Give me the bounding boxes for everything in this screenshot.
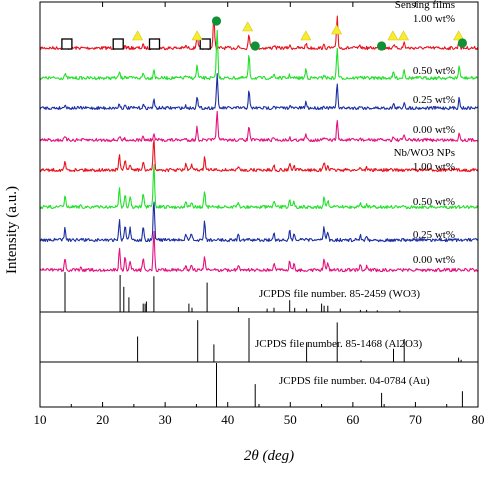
x-tick-label: 60	[346, 412, 359, 427]
series-line	[39, 73, 479, 111]
marker-square	[148, 38, 161, 50]
x-tick-label: 20	[96, 412, 109, 427]
reference-label: JCPDS file number. 85-2459 (WO3)	[259, 288, 420, 300]
series-label: 0.00 wt%	[413, 254, 455, 266]
marker-square	[61, 38, 73, 50]
series-label: Nb/WO3 NPs	[394, 147, 455, 159]
marker-circle	[377, 41, 387, 51]
series-line	[39, 230, 479, 273]
x-axis-label: 2θ (deg)	[244, 448, 294, 464]
series-line	[40, 139, 479, 173]
x-tick-label: 50	[284, 412, 297, 427]
y-axis-label: Intensity (a.u.)	[4, 186, 20, 274]
series-label: 0.25 wt%	[413, 94, 455, 106]
series-line	[39, 201, 479, 243]
series-label: 0.00 wt%	[413, 124, 455, 136]
marker-circle	[250, 41, 260, 51]
marker-triangle	[300, 30, 312, 41]
series-line	[39, 110, 479, 143]
marker-triangle	[331, 24, 343, 35]
series-label: Sensing films	[395, 0, 455, 11]
x-tick-label: 30	[159, 412, 172, 427]
marker-square	[199, 38, 211, 50]
series-line	[39, 29, 478, 81]
x-tick-label: 10	[34, 412, 47, 427]
series-label: 0.50 wt%	[413, 196, 455, 208]
x-tick-label: 40	[221, 412, 234, 427]
marker-triangle	[397, 30, 410, 41]
marker-triangle	[191, 30, 203, 41]
series-label: 1.00 wt%	[413, 13, 455, 25]
x-tick-label: 80	[472, 412, 485, 427]
reference-label: JCPDS file number. 04-0784 (Au)	[279, 375, 430, 387]
x-tick-label: 70	[409, 412, 422, 427]
marker-triangle	[132, 30, 144, 41]
marker-circle	[211, 16, 222, 26]
series-label: 0.25 wt%	[413, 229, 455, 241]
marker-triangle	[242, 21, 254, 32]
series-label: 1.00 wt%	[413, 161, 455, 173]
reference-label: JCPDS file number. 85-1468 (Al2O3)	[255, 338, 422, 350]
marker-triangle	[387, 30, 399, 41]
series-label: 0.50 wt%	[413, 65, 455, 77]
series-line	[39, 163, 479, 210]
marker-triangle	[453, 30, 465, 41]
marker-square	[112, 38, 124, 50]
marker-circle	[457, 38, 467, 48]
